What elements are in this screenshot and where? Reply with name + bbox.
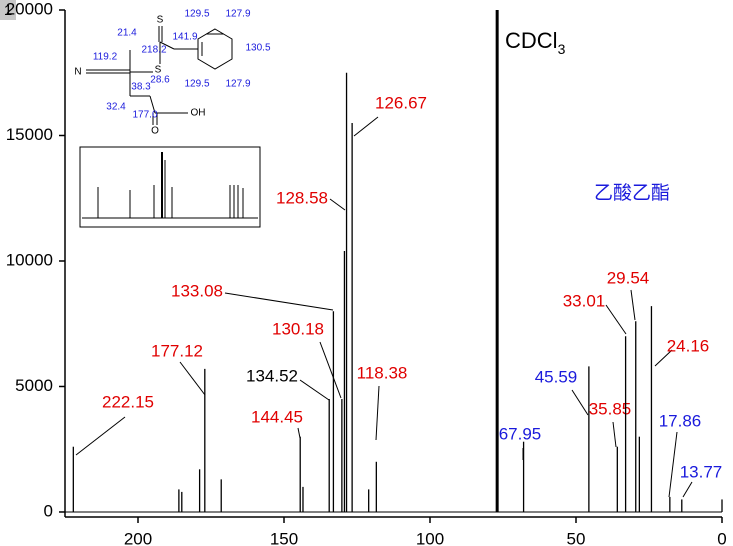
structure	[86, 26, 233, 125]
x-tick-label: 200	[124, 529, 152, 546]
structure-label: 127.9	[225, 79, 250, 90]
leader-line	[319, 341, 342, 399]
y-tick-label: 0	[44, 501, 53, 520]
y-tick-label: 10000	[6, 250, 53, 269]
leader-line	[299, 379, 330, 401]
peak-label: 133.08	[171, 281, 223, 300]
peak-label: 45.59	[535, 367, 578, 386]
leader-line	[668, 431, 678, 498]
tab-box	[0, 0, 16, 20]
leader-line	[612, 421, 617, 448]
peak-label: 134.52	[246, 366, 298, 385]
solvent-subscript: 3	[558, 41, 566, 57]
compound-note: 乙酸乙酯	[594, 182, 670, 204]
peak-label: 24.16	[667, 336, 710, 355]
peak-label: 118.38	[357, 363, 408, 382]
leader-line	[630, 289, 636, 321]
structure-label: 119.2	[93, 52, 118, 63]
structure-label: S	[155, 65, 162, 76]
structure-label: O	[151, 126, 159, 137]
leader-line	[353, 116, 379, 137]
bond	[149, 95, 156, 114]
leader-line	[654, 349, 673, 367]
x-tick-label: 50	[567, 529, 586, 546]
leader-line	[329, 198, 346, 211]
y-tick-label: 20000	[6, 0, 53, 18]
solvent-text: CDCl	[505, 28, 558, 53]
structure-label: 32.4	[106, 102, 126, 113]
inset-spectrum	[79, 146, 261, 228]
structure-label: 218.2	[141, 45, 166, 56]
structure-label: S	[157, 15, 164, 26]
bond	[159, 41, 175, 50]
structure-label: 38.3	[131, 82, 151, 93]
x-tick-label: 0	[717, 529, 726, 546]
leader-line	[224, 292, 334, 311]
inset-frame	[79, 146, 261, 228]
peak-label: 128.58	[276, 188, 328, 207]
structure-label: 28.6	[150, 75, 170, 86]
x-tick-label: 150	[270, 529, 298, 546]
solvent-label: CDCl3	[505, 28, 566, 57]
structure-label: 130.5	[245, 43, 270, 54]
structure-label: 141.9	[172, 32, 197, 43]
peak-label: 29.54	[607, 268, 650, 287]
peak-label: 67.95	[499, 424, 542, 443]
benzene-ring	[197, 28, 233, 70]
peak-label: 13.77	[680, 462, 723, 481]
leader-line	[75, 416, 126, 456]
structure-label: 177.0	[132, 110, 157, 121]
peak-label: 144.45	[251, 407, 303, 426]
peak-label: 35.85	[589, 399, 632, 418]
peak-label: 33.01	[563, 291, 606, 310]
leader-line	[375, 385, 380, 441]
structure-label: N	[74, 67, 81, 78]
leader-line	[297, 427, 301, 439]
peak-label: 222.15	[102, 392, 154, 411]
peak-label: 130.18	[272, 319, 324, 338]
structure-label: 129.5	[184, 9, 209, 20]
leader-line	[682, 481, 693, 498]
structure-label: OH	[191, 108, 206, 119]
structure-label: 129.5	[184, 79, 209, 90]
structure-label: 21.4	[117, 28, 137, 39]
y-tick-label: 5000	[15, 376, 53, 395]
leader-line	[179, 361, 206, 396]
structure-label: 127.9	[225, 9, 250, 20]
leader-line	[605, 304, 627, 335]
peak-label: 17.86	[659, 411, 702, 430]
y-tick-label: 15000	[6, 125, 53, 144]
leader-line	[571, 389, 589, 416]
tab-label: 1	[4, 2, 12, 19]
x-tick-label: 100	[416, 529, 444, 546]
peak-label: 177.12	[151, 341, 203, 360]
peak-label: 126.67	[375, 93, 427, 112]
